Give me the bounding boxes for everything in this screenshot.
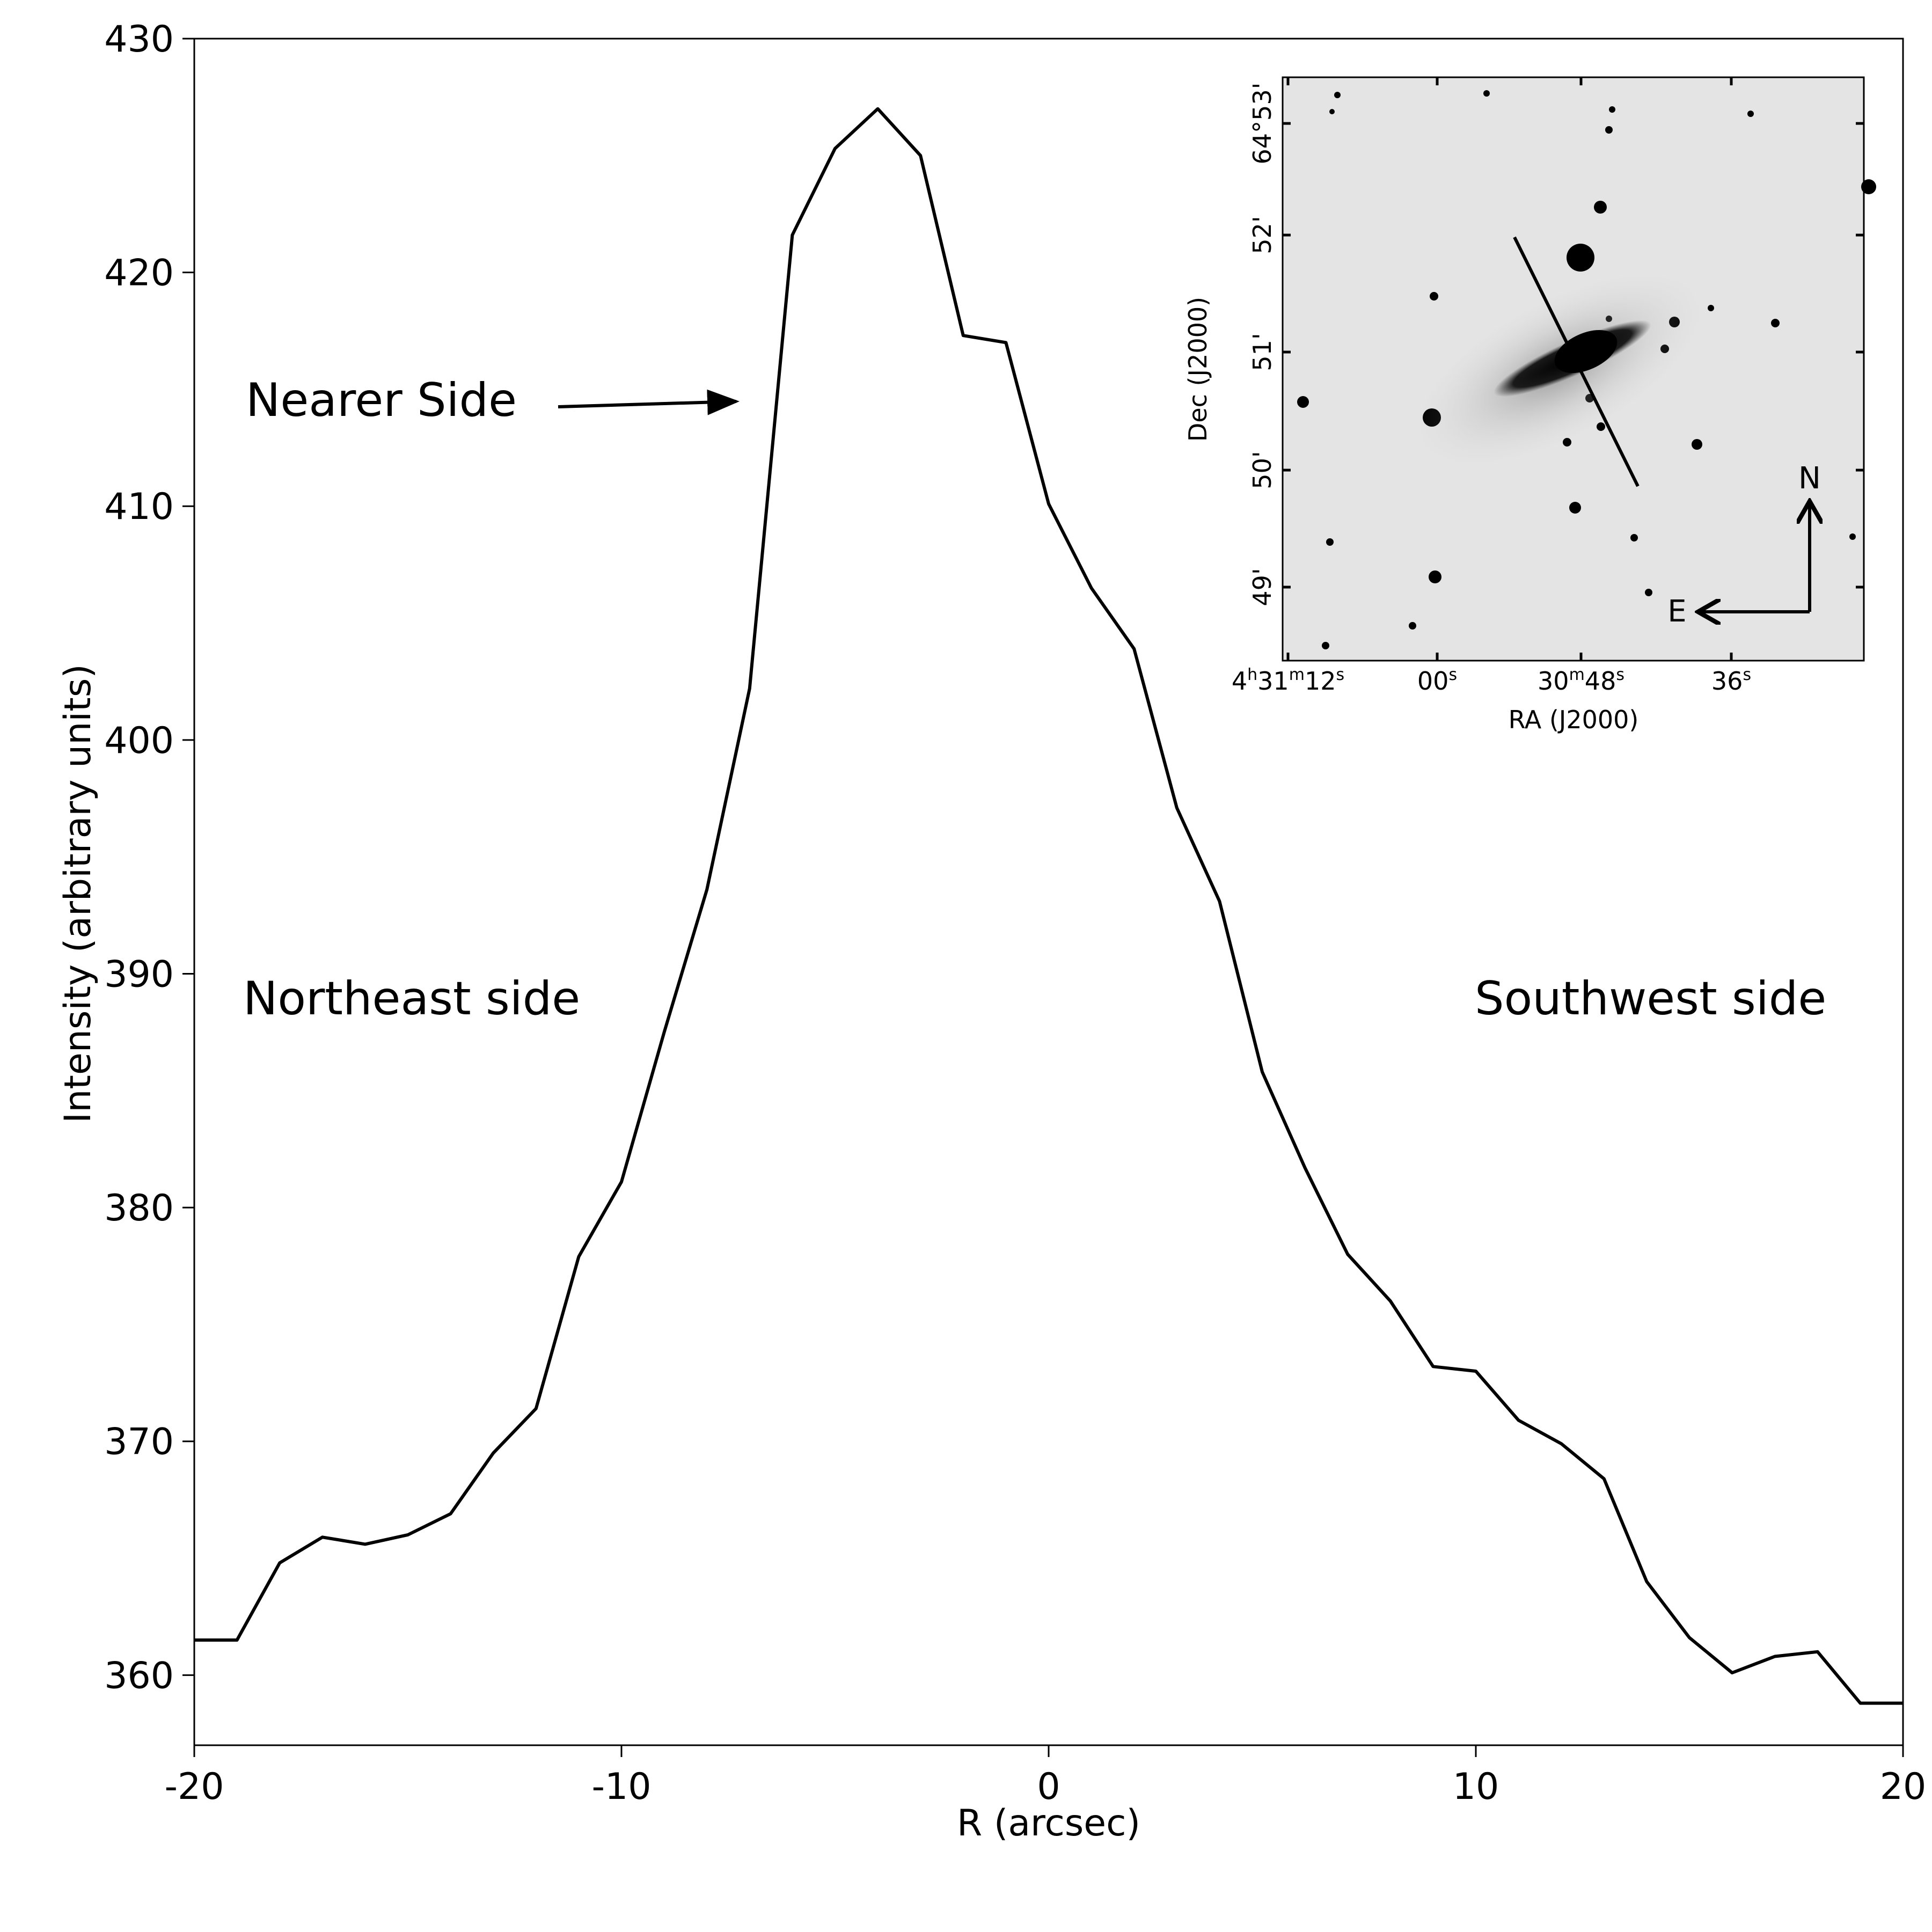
annotation-southwest-side: Southwest side [1475,972,1826,1026]
star [1297,396,1309,408]
star [1747,111,1754,117]
inset-dec-tick-labels: 64°53' 52' 51' 50' 49' [1248,83,1277,606]
x-tick-label: 20 [1880,1766,1927,1808]
inset-frame [1282,76,1865,662]
star [1569,502,1581,514]
x-tick-label: 0 [1037,1766,1060,1808]
ra-tick-label-1: 00s [1417,665,1457,696]
star [1329,109,1335,114]
star [1322,642,1329,649]
star [1567,244,1594,272]
star [1771,319,1780,327]
annotation-northeast-side: Northeast side [243,972,580,1026]
slit-line [1513,236,1640,487]
ra-tick-label-2: 30m48s [1538,665,1624,696]
y-axis-ticks: 360 370 380 390 400 410 420 430 [104,18,194,1697]
x-tick-label: -20 [164,1766,224,1808]
star [1630,534,1638,541]
inset-y-axis-label: Dec (J2000) [1183,297,1212,442]
dec-tick-label-1: 52' [1248,216,1277,254]
star [1645,589,1652,596]
dec-tick-label-0: 64°53' [1248,83,1277,165]
star [1849,533,1856,540]
star [1605,126,1613,134]
ra-tick-label-3: 36s [1711,665,1751,696]
star [1334,92,1341,98]
y-tick-label: 370 [104,1421,174,1463]
ra-tick-label-0: 4h31m12s [1232,665,1344,696]
inset-sky-image: N E [1282,76,1876,662]
inset-ra-tick-labels: 4h31m12s 00s 30m48s 36s [1232,665,1751,696]
x-axis-label: R (arcsec) [957,1802,1140,1845]
intensity-profile-line [194,107,1903,1705]
y-tick-label: 410 [104,486,174,528]
x-tick-label: 10 [1453,1766,1499,1808]
star [1429,570,1441,583]
star [1409,622,1416,630]
y-tick-label: 390 [104,953,174,996]
y-axis-label: Intensity (arbitrary units) [57,664,99,1123]
y-tick-label: 360 [104,1655,174,1697]
y-tick-label: 420 [104,252,174,295]
star [1326,538,1334,546]
y-tick-label: 380 [104,1187,174,1230]
inset-x-axis-label: RA (J2000) [1509,705,1639,734]
dec-tick-label-3: 50' [1248,451,1277,489]
star [1430,292,1438,301]
nearer-side-arrow [558,389,740,415]
compass-north-label: N [1798,461,1821,496]
annotation-nearer-side: Nearer Side [246,374,517,427]
star [1594,201,1607,214]
star [1692,439,1702,450]
y-tick-label: 430 [104,18,174,61]
dec-tick-label-4: 49' [1248,568,1277,606]
y-tick-label: 400 [104,720,174,762]
x-axis-ticks: -20 -10 0 10 20 [164,1745,1926,1808]
x-tick-label: -10 [591,1766,651,1808]
star [1708,305,1714,311]
galaxy-bulge [1554,330,1618,374]
inset-axis-ticks [1283,77,1864,661]
star [1609,106,1615,113]
star [1483,90,1490,97]
dec-tick-label-2: 51' [1248,333,1277,371]
compass-east-label: E [1667,594,1686,629]
star [1861,179,1876,194]
